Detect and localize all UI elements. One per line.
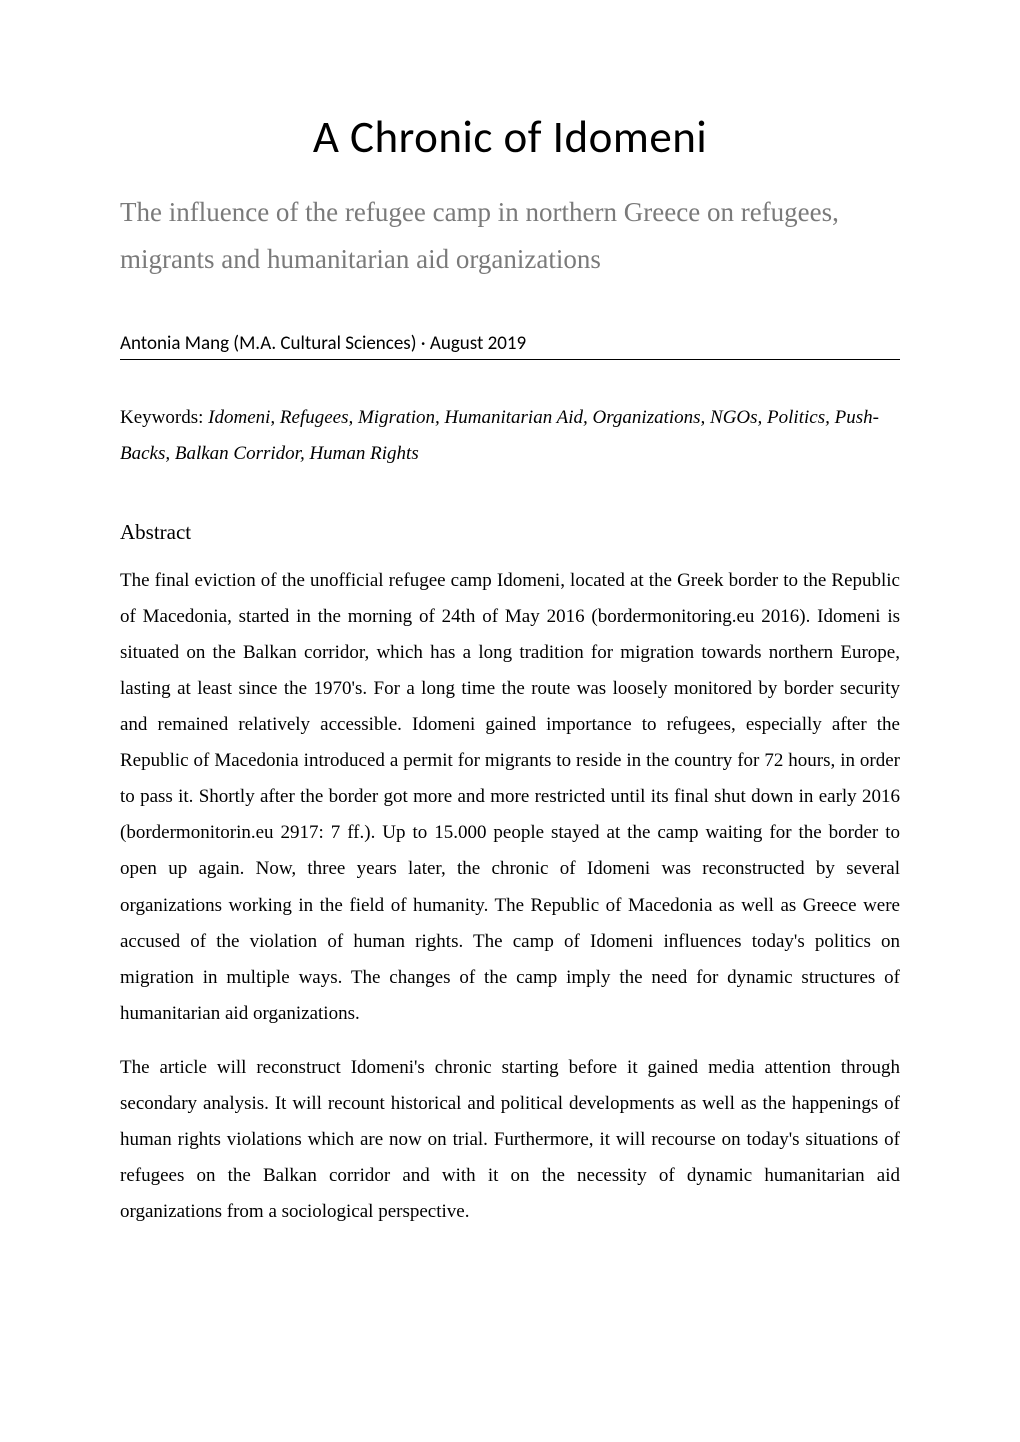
paper-title: A Chronic of Idomeni <box>120 110 900 165</box>
page-container: A Chronic of Idomeni The influence of th… <box>0 0 1020 1442</box>
abstract-paragraph-2: The article will reconstruct Idomeni's c… <box>120 1050 900 1230</box>
byline-rule: Antonia Mang (M.A. Cultural Sciences) · … <box>120 332 900 360</box>
keywords-label: Keywords: <box>120 407 208 428</box>
abstract-paragraph-1: The final eviction of the unofficial ref… <box>120 563 900 1032</box>
paper-subtitle: The influence of the refugee camp in nor… <box>120 189 900 284</box>
keywords-terms: Idomeni, Refugees, Migration, Humanitari… <box>120 407 879 464</box>
abstract-heading: Abstract <box>120 520 900 545</box>
keywords-line: Keywords: Idomeni, Refugees, Migration, … <box>120 400 900 472</box>
author-byline: Antonia Mang (M.A. Cultural Sciences) · … <box>120 332 526 355</box>
